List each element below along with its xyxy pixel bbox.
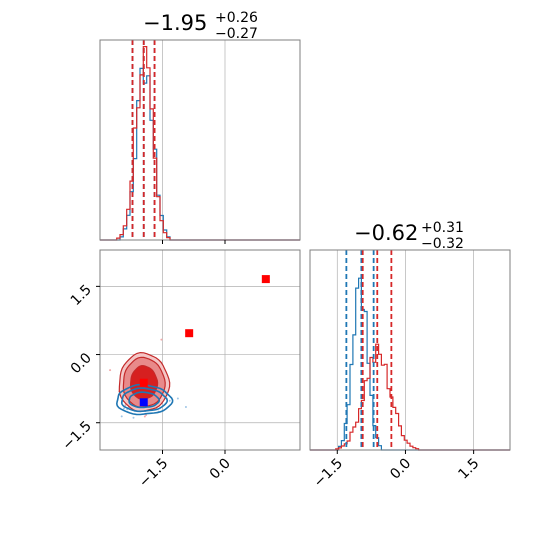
title-param-1: −1.95 +0.26 −0.27: [143, 10, 258, 42]
bl-scatter-blue: [120, 415, 123, 418]
bl-scatter-red: [160, 338, 163, 341]
bl-scatter-blue: [122, 407, 125, 410]
marginal-panel-param-1: [99, 39, 301, 244]
bl-scatter-red: [124, 404, 127, 407]
bl-scatter-red: [109, 369, 112, 372]
bl-scatter-blue: [176, 397, 179, 400]
title-param-2: −0.62 +0.31 −0.32: [354, 220, 464, 252]
title-param-2-main: −0.62: [354, 221, 418, 245]
bl-contour-blue-mid: [120, 387, 169, 413]
bl-scatter-blue: [132, 416, 135, 419]
bl-scatter-red: [143, 415, 146, 418]
title-param-1-sup: +0.26: [215, 10, 258, 26]
title-param-1-main: −1.95: [143, 11, 207, 35]
bl-contour-blue-outer: [115, 383, 174, 416]
br-frame: [309, 249, 511, 451]
bl-marker-red-0: [139, 378, 148, 387]
bl-scatter-blue: [184, 405, 187, 408]
bl-contour-blue-inner: [128, 391, 161, 409]
bl-marker-red-3: [261, 275, 270, 284]
title-param-2-sub: −0.32: [421, 236, 464, 252]
title-param-2-sup: +0.31: [421, 220, 464, 236]
tl-frame: [99, 39, 301, 241]
bl-marker-blue-1: [139, 398, 148, 407]
bl-frame: [99, 249, 301, 451]
bl-scatter-blue: [168, 399, 171, 402]
title-param-1-sub: −0.27: [215, 26, 258, 42]
bl-marker-red-2: [185, 329, 194, 338]
